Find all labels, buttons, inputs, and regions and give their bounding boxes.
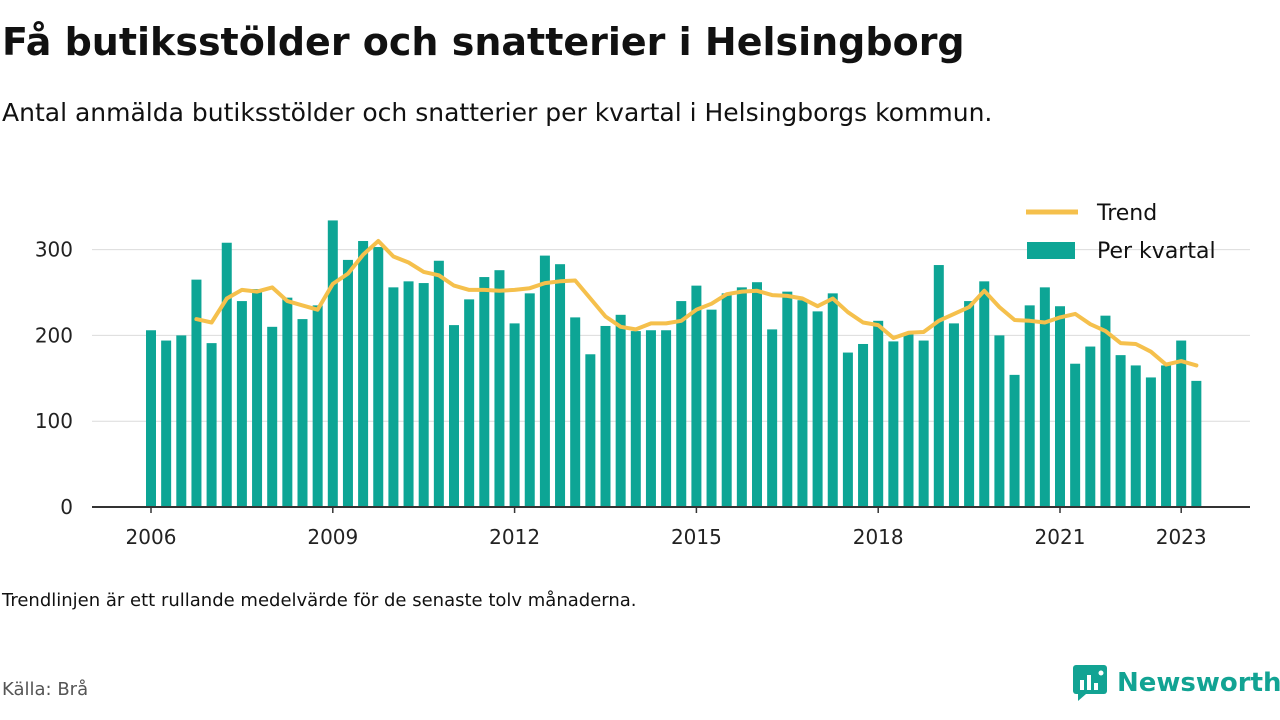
bar	[1130, 365, 1141, 507]
bar	[918, 340, 929, 507]
bar	[403, 281, 414, 507]
bar	[706, 309, 717, 507]
bar	[191, 279, 202, 507]
bar	[888, 341, 899, 507]
bar-chart: 0 100 200 300 2006 2009 2012 2015 2018 2021 2023 Tr…	[35, 201, 1250, 549]
bar	[873, 320, 884, 507]
bar	[176, 335, 187, 507]
bar	[615, 314, 626, 507]
footnote: Trendlinjen är ett rullande medelvärde f…	[2, 590, 637, 611]
bar	[161, 340, 172, 507]
bar	[206, 343, 217, 507]
bar	[282, 297, 293, 507]
bar	[433, 260, 444, 507]
bar	[752, 282, 762, 507]
x-tick-label: 2009	[307, 525, 358, 549]
bar	[645, 330, 656, 507]
bar	[418, 283, 429, 507]
bar	[1055, 306, 1065, 507]
y-tick-label: 200	[35, 323, 73, 347]
bar	[312, 305, 323, 507]
bar	[1009, 374, 1020, 507]
x-tick-label: 2018	[853, 525, 904, 549]
bar	[358, 241, 369, 507]
x-tick-label: 2023	[1156, 525, 1207, 549]
bar	[797, 300, 808, 507]
x-tick-label: 2021	[1035, 525, 1086, 549]
bar	[479, 277, 490, 507]
bar	[252, 289, 263, 507]
bar	[1070, 363, 1081, 507]
bar	[1191, 380, 1202, 507]
x-tick-label: 2012	[489, 525, 540, 549]
bar	[979, 281, 990, 507]
bar	[933, 265, 944, 507]
newsworthy-logo: Newsworthy	[1072, 664, 1280, 702]
bar	[1176, 340, 1187, 507]
newsworthy-logo-icon	[1073, 665, 1107, 701]
y-tick-label: 300	[35, 238, 73, 262]
bar	[373, 247, 384, 507]
bar	[555, 264, 566, 507]
bar	[827, 293, 838, 507]
bar	[1024, 305, 1035, 507]
bar	[1161, 365, 1172, 507]
brand-name: Newsworthy	[1117, 668, 1280, 698]
bar	[539, 255, 550, 507]
trend-line	[194, 239, 1199, 368]
bar	[1115, 355, 1126, 507]
bar	[509, 323, 520, 507]
chart-subtitle: Antal anmälda butiksstölder och snatteri…	[2, 98, 993, 127]
bar	[858, 343, 869, 507]
bar	[842, 352, 853, 507]
bar	[342, 259, 353, 507]
legend-bar-label: Per kvartal	[1097, 239, 1216, 264]
bar	[1039, 287, 1050, 507]
x-tick-label: 2006	[126, 525, 177, 549]
y-tick-label: 100	[35, 409, 73, 433]
bar	[494, 270, 505, 507]
bar	[388, 287, 399, 507]
bar	[948, 323, 959, 507]
chart-title: Få butiksstölder och snatterier i Helsin…	[2, 20, 965, 64]
bar	[146, 330, 156, 507]
bar	[767, 329, 778, 507]
bar	[812, 311, 823, 507]
bar	[736, 287, 747, 507]
x-tick-label: 2015	[671, 525, 722, 549]
bar	[600, 325, 611, 507]
bar	[661, 330, 672, 507]
bar	[691, 285, 702, 507]
bar	[221, 242, 232, 507]
bar	[1085, 346, 1096, 507]
bar	[903, 333, 914, 507]
bar	[236, 301, 247, 507]
bar	[297, 319, 308, 507]
bar	[630, 331, 641, 507]
bar	[1100, 315, 1111, 507]
bar	[964, 301, 975, 507]
y-tick-label: 0	[60, 495, 73, 519]
bar	[994, 335, 1005, 507]
legend-bar-swatch	[1027, 242, 1075, 259]
bar	[1145, 377, 1156, 507]
bar	[721, 293, 732, 507]
bar	[676, 301, 687, 507]
bar	[464, 299, 475, 507]
bar	[449, 325, 459, 507]
bar	[327, 220, 338, 508]
bar	[585, 354, 596, 507]
bar	[524, 293, 535, 507]
bar	[782, 291, 793, 507]
legend-trend-label: Trend	[1096, 201, 1157, 226]
bar	[570, 317, 581, 507]
source-credit: Källa: Brå	[2, 679, 89, 700]
bar	[267, 326, 278, 507]
